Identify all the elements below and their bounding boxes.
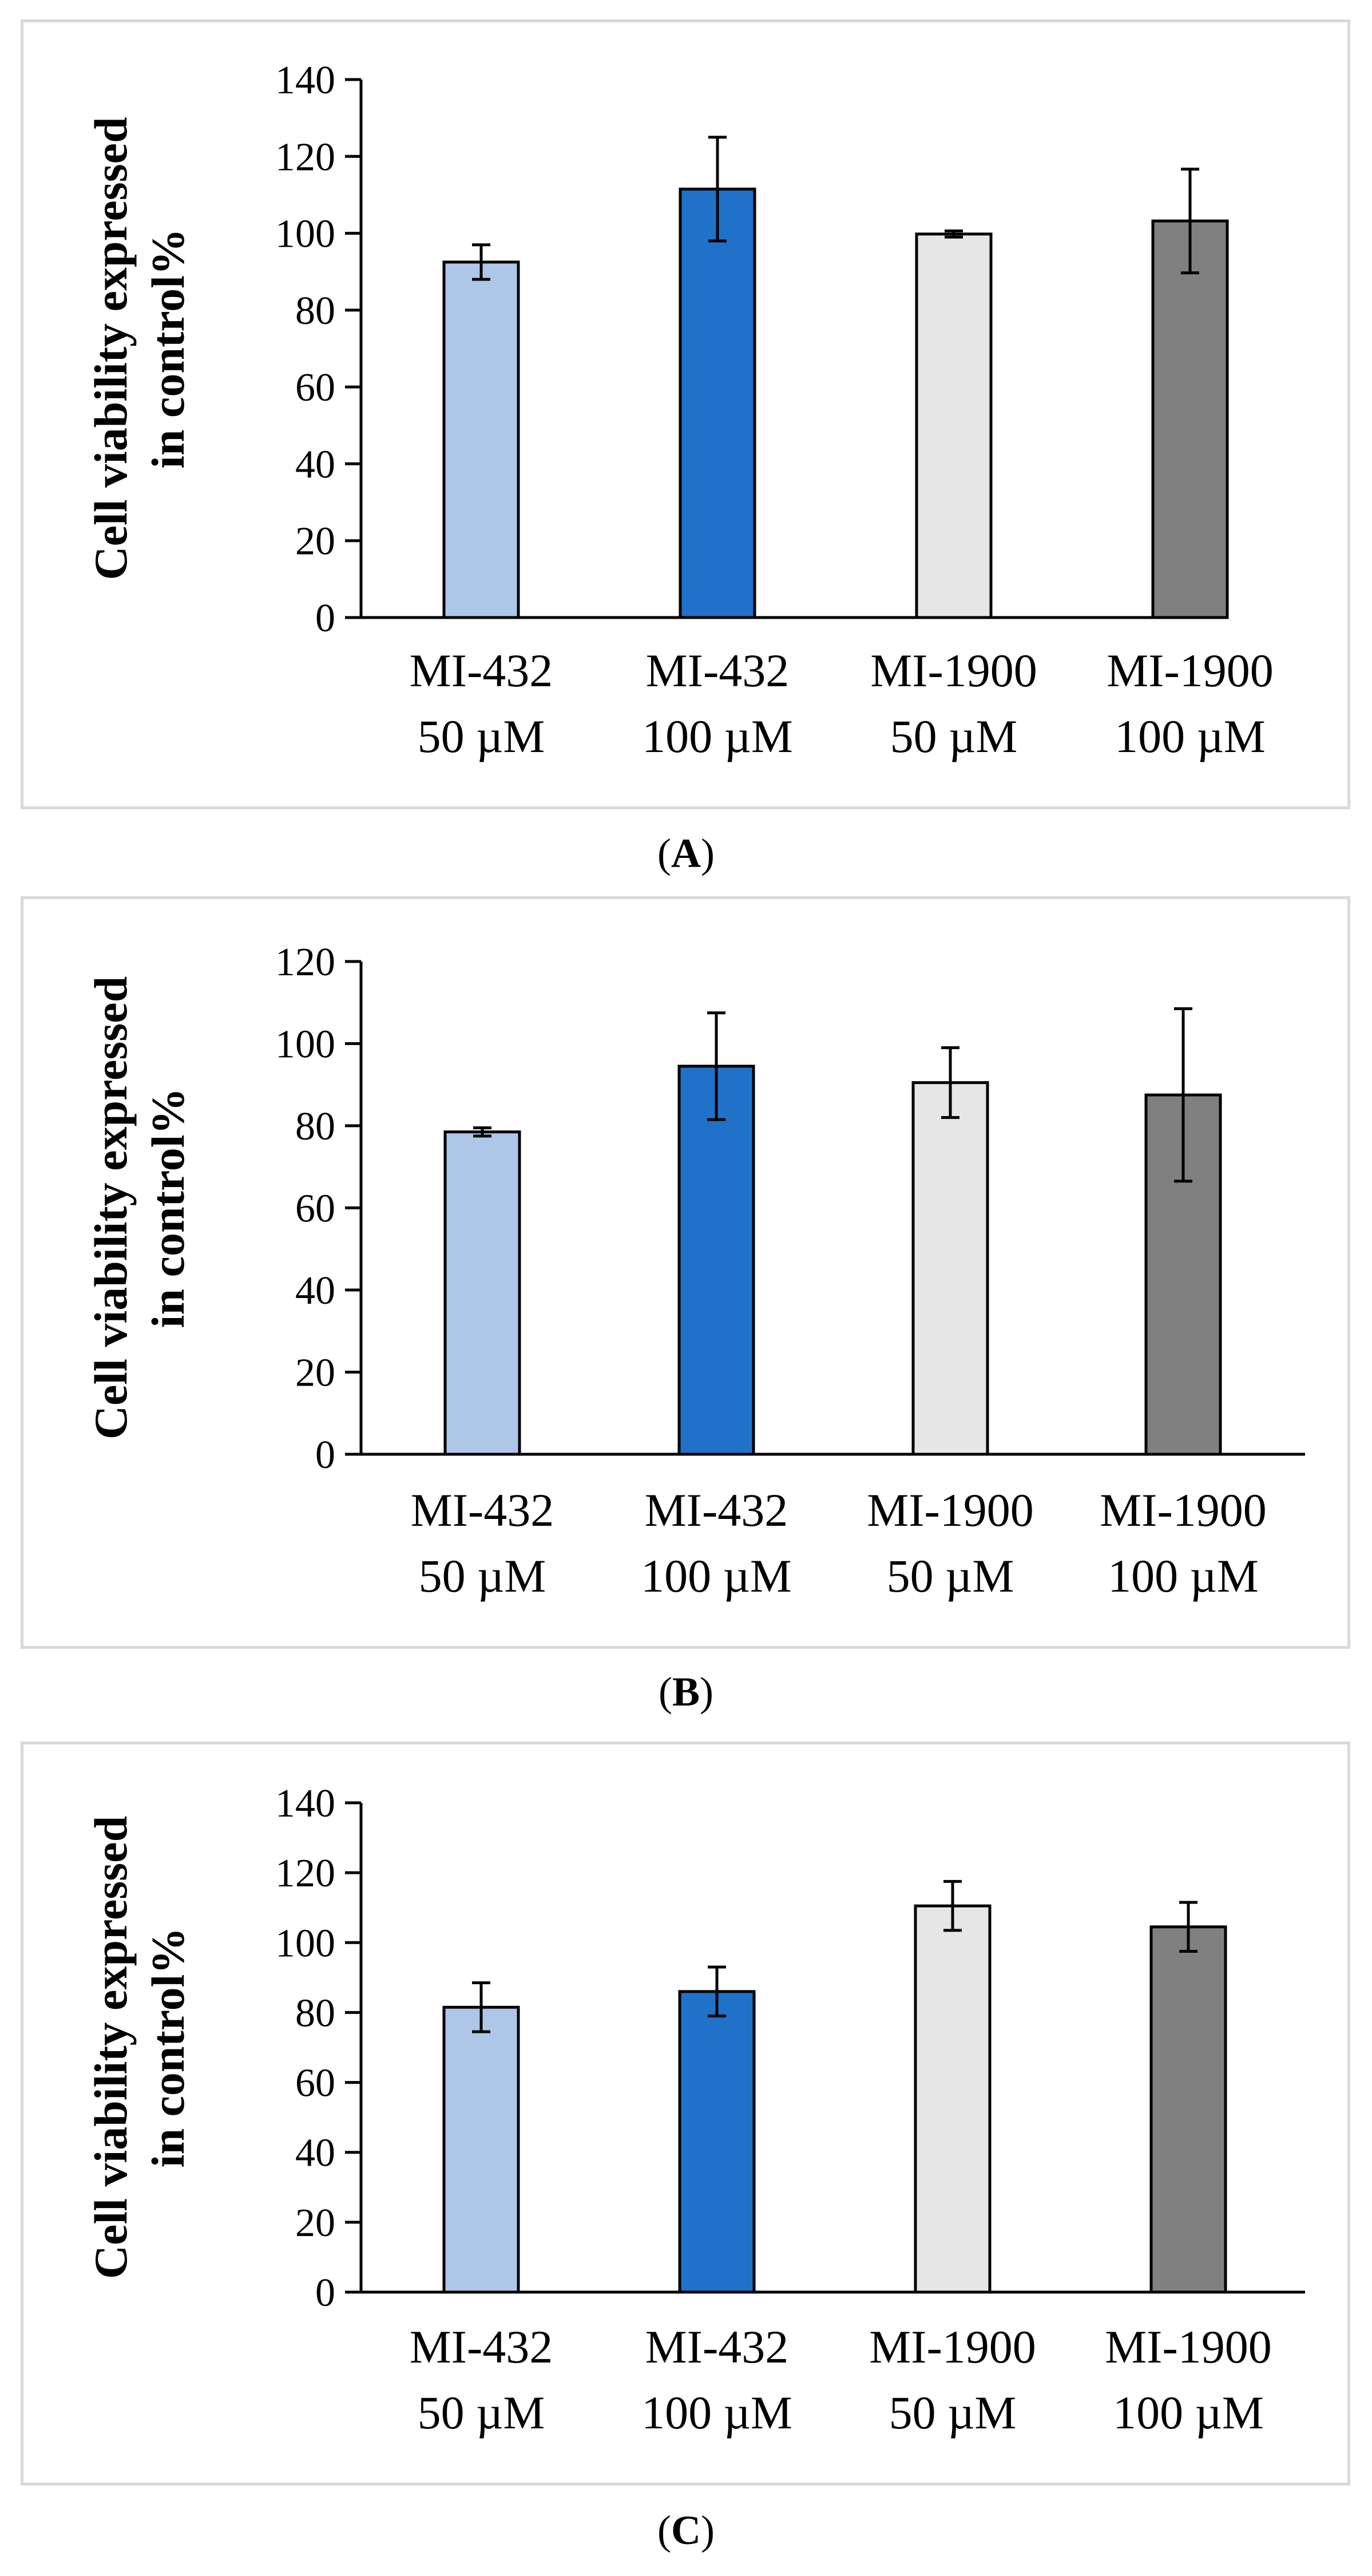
y-axis-title-line2: in control% <box>142 1088 194 1328</box>
bar <box>1149 1925 1227 2294</box>
bar <box>911 1081 989 1456</box>
y-tick-label: 140 <box>275 1782 335 1826</box>
bar <box>443 1130 521 1456</box>
x-tick-label-line1: MI-1900 <box>1107 644 1274 697</box>
y-tick-label: 60 <box>295 2061 335 2106</box>
y-tick-label: 0 <box>315 2271 335 2315</box>
y-tick-label: 100 <box>275 1921 335 1965</box>
x-tick-label-line1: MI-432 <box>645 2321 789 2373</box>
y-tick-label: 60 <box>295 366 335 410</box>
chart-frame-c: 0 20 40 60 80 100 120 140 MI-432 50 µM MI-432 100 µ… <box>21 1742 1350 2486</box>
y-axis-title-line1: Cell viability expressed <box>85 117 137 580</box>
y-tick-label: 40 <box>295 2131 335 2175</box>
x-tick-label-line2: 50 µM <box>889 2387 1017 2439</box>
y-tick-label: 120 <box>275 1851 335 1896</box>
bar <box>678 1990 756 2294</box>
y-tick-label: 0 <box>315 596 335 640</box>
y-axis-title: Cell viability expressed in control% <box>85 117 194 580</box>
y-tick-label: 80 <box>295 1105 335 1149</box>
x-tick-label-line2: 50 µM <box>419 1550 546 1602</box>
x-tick-label-line2: 100 µM <box>641 1550 792 1602</box>
x-tick-label-line2: 100 µM <box>641 2387 792 2439</box>
bar <box>442 2005 520 2294</box>
x-tick-label-line2: 100 µM <box>642 710 793 762</box>
x-tick-label-line1: MI-1900 <box>1100 1484 1267 1536</box>
bar <box>677 1065 755 1456</box>
y-tick-label: 120 <box>275 940 335 984</box>
y-tick-label: 20 <box>295 1351 335 1395</box>
y-tick-label: 120 <box>275 135 335 179</box>
x-tick-label-line2: 50 µM <box>887 1550 1014 1602</box>
y-axis-title-line2: in control% <box>142 228 194 469</box>
x-tick-label-line1: MI-432 <box>410 2321 553 2373</box>
y-tick-label: 60 <box>295 1187 335 1231</box>
panel-label-c: (C) <box>657 2507 715 2553</box>
y-axis-title-line1: Cell viability expressed <box>85 1816 137 2279</box>
x-tick-label-line2: 50 µM <box>418 2387 545 2439</box>
y-tick-label: 80 <box>295 289 335 333</box>
y-axis-title-line1: Cell viability expressed <box>85 976 137 1439</box>
y-tick-label: 20 <box>295 2201 335 2245</box>
chart-a: 0 20 40 60 80 100 120 140 MI-432 50 µM MI-432 100 µ… <box>85 58 1274 762</box>
y-axis-title: Cell viability expressed in control% <box>85 1816 194 2279</box>
y-tick-label: 100 <box>275 212 335 256</box>
chart-b: 0 20 40 60 80 100 120 MI-432 50 µM MI-432 100 µM MI… <box>85 940 1305 1602</box>
x-tick-label-line1: MI-432 <box>411 1484 554 1536</box>
y-tick-label: 40 <box>295 442 335 486</box>
x-tick-label-line2: 100 µM <box>1113 2387 1264 2439</box>
x-tick-label-line1: MI-1900 <box>867 1484 1034 1536</box>
y-tick-label: 20 <box>295 520 335 564</box>
x-tick-label-line1: MI-1900 <box>1105 2321 1272 2373</box>
x-tick-label-line1: MI-432 <box>645 1484 788 1536</box>
y-tick-label: 80 <box>295 1991 335 2035</box>
panel-label-b: (B) <box>659 1669 713 1715</box>
panel-label-a: (A) <box>657 830 715 876</box>
bar <box>442 260 520 619</box>
x-tick-label-line1: MI-432 <box>410 644 553 697</box>
bar <box>915 232 993 619</box>
y-tick-label: 0 <box>315 1433 335 1477</box>
y-tick-label: 100 <box>275 1023 335 1067</box>
y-axis-title-line2: in control% <box>142 1928 194 2168</box>
x-tick-label-line1: MI-432 <box>646 644 790 697</box>
y-axis-title: Cell viability expressed in control% <box>85 976 194 1439</box>
chart-frame-b: 0 20 40 60 80 100 120 MI-432 50 µM MI-432 100 µM MI… <box>21 896 1350 1649</box>
x-tick-label-line2: 100 µM <box>1115 710 1266 762</box>
y-tick-label: 140 <box>275 58 335 102</box>
bar <box>1151 219 1229 619</box>
bar <box>679 187 756 619</box>
x-tick-label-line1: MI-1900 <box>869 2321 1036 2373</box>
bar <box>914 1904 992 2294</box>
x-tick-label-line2: 100 µM <box>1108 1550 1259 1602</box>
y-tick-label: 40 <box>295 1269 335 1313</box>
chart-c: 0 20 40 60 80 100 120 140 MI-432 50 µM MI-432 100 µ… <box>85 1782 1305 2439</box>
x-tick-label-line2: 50 µM <box>418 710 545 762</box>
x-tick-label-line1: MI-1900 <box>870 644 1037 697</box>
x-tick-label-line2: 50 µM <box>890 710 1018 762</box>
chart-frame-a: 0 20 40 60 80 100 120 140 MI-432 50 µM MI-432 100 µ… <box>21 19 1350 809</box>
